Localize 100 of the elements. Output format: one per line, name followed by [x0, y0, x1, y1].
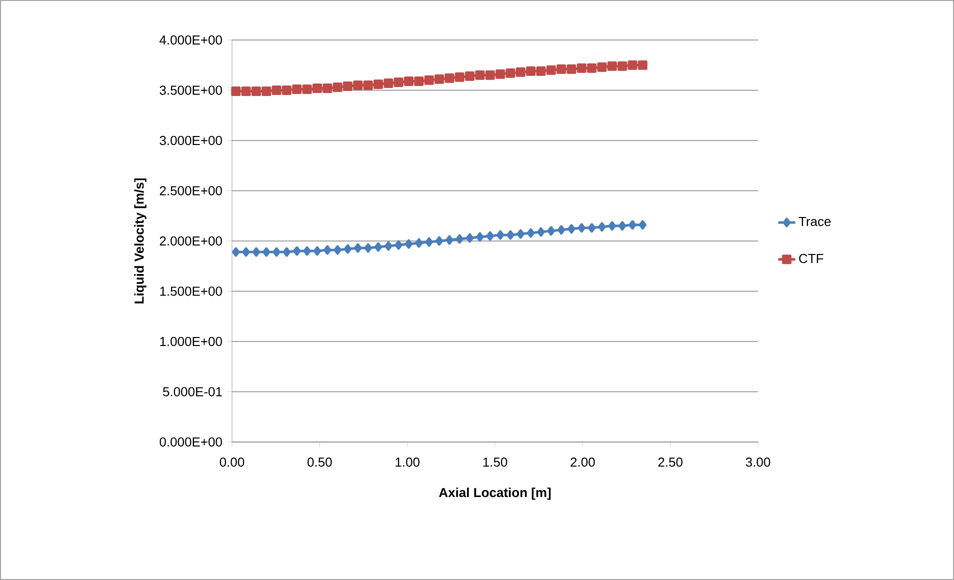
- point: [241, 86, 251, 96]
- point: [353, 80, 363, 90]
- point: [312, 83, 322, 93]
- point: [557, 225, 566, 235]
- point: [404, 76, 414, 86]
- point: [282, 247, 291, 257]
- legend-label: Trace: [798, 217, 831, 226]
- y-tick-label: 2.000E+00: [160, 236, 222, 246]
- point: [536, 66, 546, 76]
- point: [516, 229, 524, 239]
- point: [424, 75, 434, 85]
- point: [496, 230, 504, 240]
- y-tick-label: 5.000E-01: [163, 387, 222, 396]
- point: [608, 221, 616, 231]
- point: [322, 83, 332, 93]
- point: [302, 84, 312, 94]
- point: [475, 70, 485, 80]
- point: [486, 231, 494, 241]
- x-tick-label: 1.00: [396, 458, 420, 467]
- point: [231, 86, 241, 96]
- point: [232, 247, 240, 257]
- point: [354, 243, 362, 253]
- point: [628, 60, 638, 70]
- point: [556, 64, 566, 74]
- point: [394, 77, 404, 87]
- y-tick-label: 1.500E+00: [160, 286, 222, 296]
- point: [272, 247, 280, 257]
- x-tick-label: 0.50: [308, 458, 332, 467]
- point: [262, 247, 270, 257]
- point: [242, 247, 250, 257]
- legend-label: CTF: [799, 254, 824, 264]
- point: [313, 246, 322, 256]
- point: [342, 81, 352, 91]
- point: [506, 68, 516, 78]
- point: [251, 86, 261, 96]
- point: [404, 239, 413, 249]
- point: [303, 246, 311, 256]
- point: [415, 238, 423, 248]
- point: [374, 242, 382, 252]
- y-tick-label: 2.500E+00: [160, 186, 222, 196]
- point: [568, 224, 576, 234]
- point: [465, 71, 475, 81]
- point: [272, 85, 282, 95]
- x-tick-label: 2.00: [570, 458, 595, 467]
- point: [546, 65, 556, 75]
- point: [394, 240, 402, 250]
- point: [454, 72, 464, 82]
- point: [344, 244, 352, 254]
- y-tick-label: 0.000E+00: [160, 437, 222, 447]
- x-tick-label: 2.50: [658, 458, 682, 467]
- x-tick-label: 0.00: [220, 458, 244, 467]
- point: [456, 234, 464, 244]
- point: [262, 86, 272, 96]
- point: [537, 227, 545, 237]
- point: [485, 70, 495, 80]
- point: [628, 220, 636, 230]
- point: [293, 246, 301, 256]
- point: [618, 221, 626, 231]
- point: [576, 63, 586, 73]
- point: [506, 230, 514, 240]
- point: [363, 80, 373, 90]
- point: [526, 228, 535, 238]
- point: [638, 220, 647, 230]
- point: [466, 233, 474, 243]
- point: [384, 241, 392, 251]
- point: [434, 74, 444, 84]
- point: [435, 236, 444, 246]
- point: [516, 67, 526, 77]
- point: [414, 76, 424, 86]
- point: [384, 78, 394, 88]
- point: [547, 226, 555, 236]
- x-tick-label: 1.50: [483, 458, 508, 467]
- point: [526, 66, 536, 76]
- point: [444, 73, 454, 83]
- y-tick-label: 4.000E+00: [160, 35, 222, 45]
- point: [332, 82, 342, 92]
- point: [597, 62, 607, 72]
- point: [476, 232, 484, 242]
- point: [578, 223, 586, 233]
- point: [373, 79, 383, 89]
- x-axis-title: Axial Location [m]: [439, 488, 551, 500]
- point: [334, 245, 342, 255]
- point: [446, 235, 454, 245]
- point: [252, 247, 260, 257]
- y-tick-label: 3.500E+00: [160, 86, 222, 95]
- point: [587, 63, 597, 73]
- point: [566, 64, 576, 74]
- point: [638, 60, 648, 70]
- point: [282, 85, 292, 95]
- x-tick-label: 3.00: [746, 458, 770, 467]
- y-tick-label: 1.000E+00: [160, 336, 222, 346]
- point: [324, 245, 332, 255]
- y-axis-title: Liquid Velocity [m/s]: [134, 178, 146, 304]
- point: [618, 61, 628, 71]
- point: [598, 222, 606, 232]
- point: [292, 84, 302, 94]
- point: [425, 237, 433, 247]
- point: [588, 223, 596, 233]
- point: [496, 69, 506, 79]
- y-tick-label: 3.000E+00: [160, 136, 222, 146]
